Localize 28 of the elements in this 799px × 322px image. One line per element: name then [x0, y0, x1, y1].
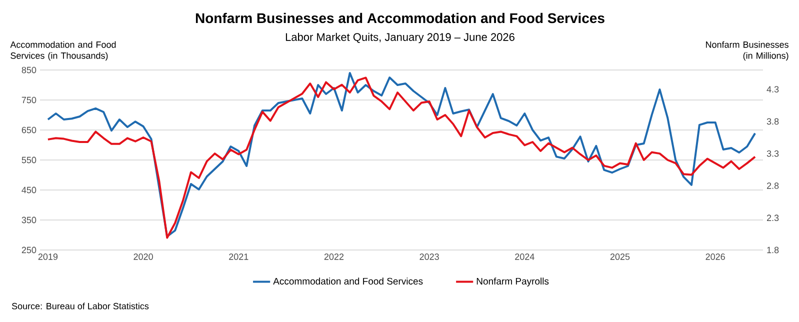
x-tick-label: 2025	[610, 254, 630, 260]
x-tick-label: 2024	[515, 254, 534, 260]
x-tick-label: 2019	[38, 254, 58, 260]
y2-tick-label: 1.8	[767, 246, 779, 254]
legend-label: Accommodation and Food Services	[273, 278, 423, 285]
legend-label: Nonfarm Payrolls	[476, 278, 549, 286]
x-tick-label: 2026	[706, 254, 725, 260]
y2-tick-label: 3.8	[766, 118, 779, 125]
y2-axis-title: Nonfarm Businesses (in Millions)	[706, 41, 788, 61]
source-note: Source: Bureau of Labor Statistics	[12, 302, 149, 310]
x-tick-label: 2022	[324, 254, 344, 260]
x-tick-label: 2020	[134, 254, 153, 260]
y-tick-label: 450	[22, 186, 36, 194]
chart-title: Nonfarm Businesses and Accommodation and Food Services	[196, 12, 604, 24]
chart-subtitle: Labor Market Quits, January 2019 – June 2026	[286, 32, 514, 44]
y-tick-label: 550	[22, 156, 36, 164]
y2-tick-label: 2.3	[766, 214, 779, 222]
y2-tick-label: 4.3	[766, 86, 779, 92]
x-tick-label: 2023	[420, 254, 439, 260]
y2-tick-label: 2.8	[766, 182, 779, 189]
y-tick-label: 850	[22, 66, 36, 74]
y2-tick-label: 3.3	[766, 150, 779, 157]
y-tick-label: 250	[22, 246, 36, 254]
y-tick-label: 650	[22, 126, 36, 134]
x-tick-label: 2021	[229, 254, 248, 260]
y-axis-title: Accommodation and Food Services (in Thousands)	[10, 41, 116, 61]
y-tick-label: 350	[22, 216, 36, 224]
y-tick-label: 750	[22, 96, 36, 104]
